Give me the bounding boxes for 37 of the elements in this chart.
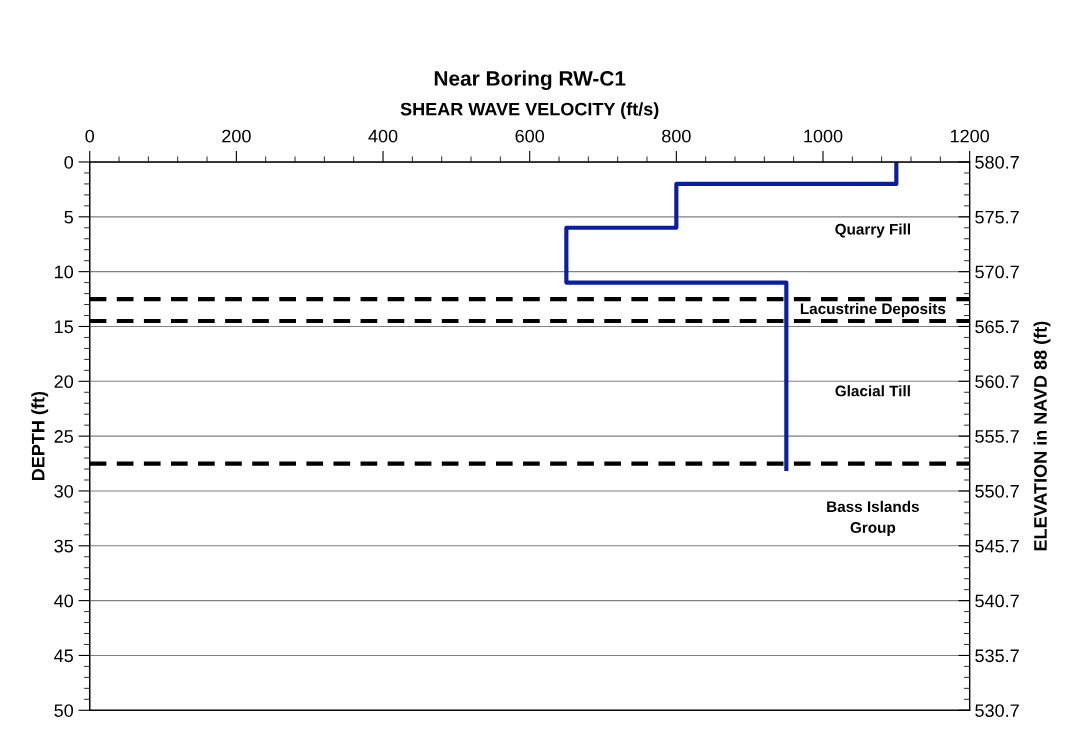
annotation: Lacustrine Deposits xyxy=(800,302,946,318)
y2-tick-label: 540.7 xyxy=(975,594,1019,608)
y2-axis-title: ELEVATION in NAVD 88 (ft) xyxy=(1033,321,1051,551)
y2-tick-label: 550.7 xyxy=(975,484,1019,498)
y-tick-label: 15 xyxy=(55,320,73,334)
y-tick-label: 45 xyxy=(54,649,73,663)
y-tick-label: 20 xyxy=(54,375,74,389)
y-tick-label: 50 xyxy=(54,704,74,717)
y2-tick-label: 570.7 xyxy=(975,265,1019,279)
y2-tick-label: 555.7 xyxy=(975,430,1019,443)
x-tick-label: 200 xyxy=(222,129,251,143)
chart-title: Near Boring RW-C1 xyxy=(434,70,626,91)
x-tick-label: 1200 xyxy=(950,129,990,143)
y-tick-label: 25 xyxy=(54,430,73,443)
y2-tick-label: 530.7 xyxy=(975,704,1019,717)
y2-tick-label: 580.7 xyxy=(975,155,1019,169)
y2-tick-label: 575.7 xyxy=(975,210,1019,224)
y2-tick-label: 535.7 xyxy=(975,649,1019,663)
y-tick-label: 35 xyxy=(54,539,73,553)
y-axis-title: DEPTH (ft) xyxy=(31,391,49,481)
annotation: Quarry Fill xyxy=(835,223,910,238)
y-tick-label: 5 xyxy=(64,210,73,224)
x-tick-label: 0 xyxy=(85,129,95,143)
y-tick-label: 0 xyxy=(64,155,74,169)
x-tick-label: 600 xyxy=(515,129,545,143)
x-tick-label: 400 xyxy=(368,129,398,143)
x-axis-title: SHEAR WAVE VELOCITY (ft/s) xyxy=(400,102,659,120)
y-tick-label: 40 xyxy=(54,594,74,608)
y2-tick-label: 565.7 xyxy=(975,320,1019,334)
x-tick-label: 1000 xyxy=(804,129,843,143)
annotation: Bass Islands Group xyxy=(827,500,919,536)
y-tick-label: 10 xyxy=(55,265,74,279)
y2-tick-label: 545.7 xyxy=(975,539,1019,553)
y-tick-label: 30 xyxy=(54,484,74,498)
annotation: Glacial Till xyxy=(835,385,910,397)
y2-tick-label: 560.7 xyxy=(975,375,1019,389)
x-tick-label: 800 xyxy=(662,129,691,143)
